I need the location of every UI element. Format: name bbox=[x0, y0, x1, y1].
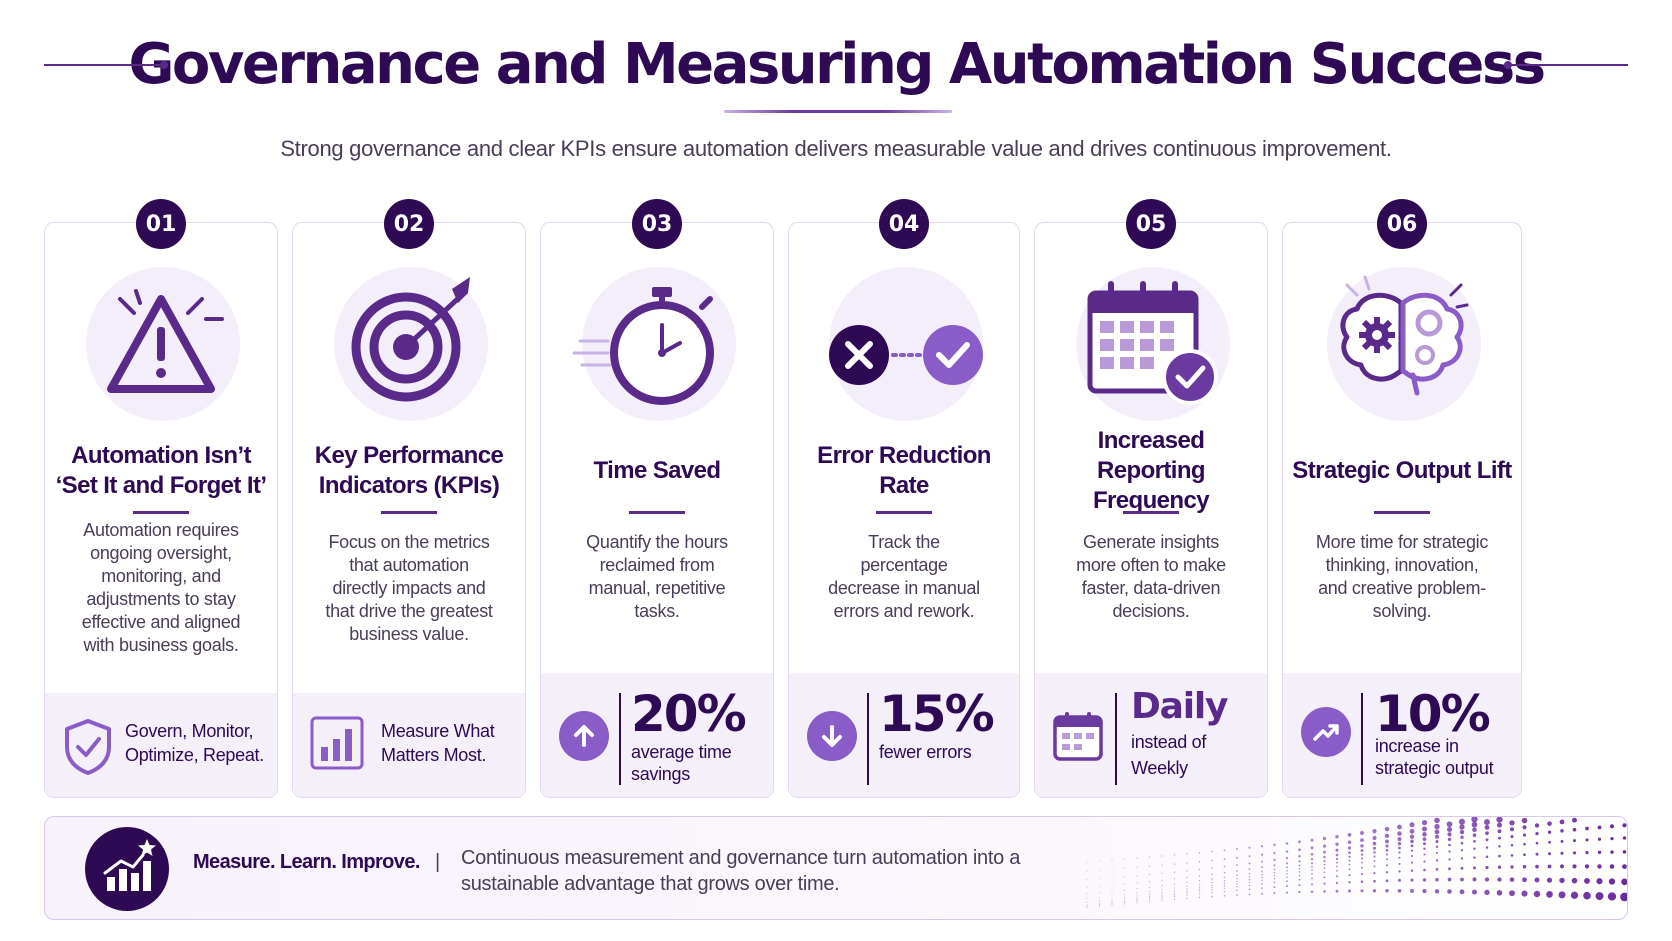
title-decor-left bbox=[44, 61, 168, 69]
warning-triangle-icon bbox=[76, 263, 246, 423]
metric-value: 10% bbox=[1375, 685, 1491, 743]
page-subtitle: Strong governance and clear KPIs ensure … bbox=[280, 136, 1392, 161]
card-footer: Measure What Matters Most. bbox=[293, 693, 525, 797]
card-title: Strategic Output Lift bbox=[1292, 457, 1512, 484]
banner-headline: Measure. Learn. Improve. bbox=[193, 851, 420, 873]
metric-value: 20% bbox=[631, 685, 747, 743]
card-divider bbox=[381, 511, 437, 514]
card-footer: 10% increase in strategic output bbox=[1283, 673, 1521, 797]
card-title: Key Performance Indicators (KPIs) bbox=[314, 442, 504, 499]
card-divider bbox=[1374, 511, 1430, 514]
card-number: 02 bbox=[384, 199, 434, 249]
chart-star-icon bbox=[85, 827, 169, 911]
metric-label: increase in strategic output bbox=[1375, 736, 1494, 778]
card-divider bbox=[876, 511, 932, 514]
card-number: 03 bbox=[632, 199, 682, 249]
footer-separator bbox=[619, 693, 621, 785]
card-reporting-frequency: 05 Increased Reporting Frequency Generat… bbox=[1034, 199, 1268, 798]
metric-label: instead of Weekly bbox=[1131, 732, 1207, 778]
card-time-saved: 03 Time Saved Quantify the hours reclaim… bbox=[540, 199, 774, 798]
bar-chart-icon bbox=[309, 715, 365, 776]
error-to-check-icon bbox=[819, 263, 989, 423]
metric-value: Daily bbox=[1131, 686, 1229, 727]
card-number: 04 bbox=[879, 199, 929, 249]
card-divider bbox=[133, 511, 189, 514]
calendar-check-icon bbox=[1066, 263, 1236, 423]
card-description: Track the percentage decrease in manual … bbox=[828, 532, 980, 621]
card-footer: Daily instead of Weekly bbox=[1035, 673, 1267, 797]
card-description: Quantify the hours reclaimed from manual… bbox=[586, 532, 728, 621]
shield-check-icon bbox=[61, 717, 115, 782]
card-number: 05 bbox=[1126, 199, 1176, 249]
card-description: Focus on the metrics that automation dir… bbox=[325, 532, 493, 644]
card-kpis: 02 Key Performance Indicators (KPIs) Foc… bbox=[292, 199, 526, 798]
card-number: 01 bbox=[136, 199, 186, 249]
banner-separator: | bbox=[435, 851, 441, 873]
metric-value: 15% bbox=[879, 685, 995, 743]
decorative-dot-pattern bbox=[1086, 817, 1627, 909]
target-icon bbox=[324, 263, 494, 423]
footer-separator bbox=[1115, 693, 1117, 785]
trend-up-icon bbox=[1301, 707, 1351, 757]
arrow-up-icon bbox=[559, 711, 609, 761]
metric-label: fewer errors bbox=[879, 742, 972, 762]
card-description: Automation requires ongoing oversight, m… bbox=[81, 520, 241, 655]
footer-text: Measure What Matters Most. bbox=[381, 721, 495, 765]
title-row: Governance and Measuring Automation Succ… bbox=[0, 24, 1672, 104]
footer-separator bbox=[867, 693, 869, 785]
card-footer: Govern, Monitor, Optimize, Repeat. bbox=[45, 693, 277, 797]
card-footer: 20% average time savings bbox=[541, 673, 773, 797]
card-footer: 15% fewer errors bbox=[789, 673, 1019, 797]
page-title: Governance and Measuring Automation Succ… bbox=[128, 31, 1546, 97]
title-underline bbox=[724, 110, 952, 113]
title-decor-right bbox=[1504, 61, 1628, 69]
stopwatch-icon bbox=[572, 263, 742, 423]
card-divider bbox=[1123, 511, 1179, 514]
card-governance: 01 Automation Isn’t ‘Set It and Forget I… bbox=[44, 199, 278, 798]
card-grid: 01 Automation Isn’t ‘Set It and Forget I… bbox=[44, 199, 1628, 798]
arrow-down-icon bbox=[807, 711, 857, 761]
card-title: Error Reduction Rate bbox=[817, 442, 991, 499]
footer-banner: Measure. Learn. Improve. | Continuous me… bbox=[44, 816, 1628, 920]
footer-separator bbox=[1361, 693, 1363, 785]
card-divider bbox=[629, 511, 685, 514]
card-title: Increased Reporting Frequency bbox=[1093, 427, 1210, 514]
card-title: Time Saved bbox=[593, 457, 722, 484]
card-description: Generate insights more often to make fas… bbox=[1076, 532, 1226, 621]
card-number: 06 bbox=[1377, 199, 1427, 249]
banner-text: Continuous measurement and governance tu… bbox=[461, 847, 1021, 895]
card-error-reduction: 04 Error Reduction Rate Track the percen… bbox=[788, 199, 1020, 798]
metric-label: average time savings bbox=[631, 742, 732, 784]
calendar-icon bbox=[1051, 709, 1105, 768]
card-description: More time for strategic thinking, innova… bbox=[1315, 532, 1489, 621]
footer-text: Govern, Monitor, Optimize, Repeat. bbox=[125, 721, 264, 765]
card-strategic-output: 06 Strategic Output Lift More time for bbox=[1282, 199, 1522, 798]
card-title: Automation Isn’t ‘Set It and Forget It’ bbox=[55, 442, 267, 499]
brain-gears-icon bbox=[1317, 263, 1487, 423]
